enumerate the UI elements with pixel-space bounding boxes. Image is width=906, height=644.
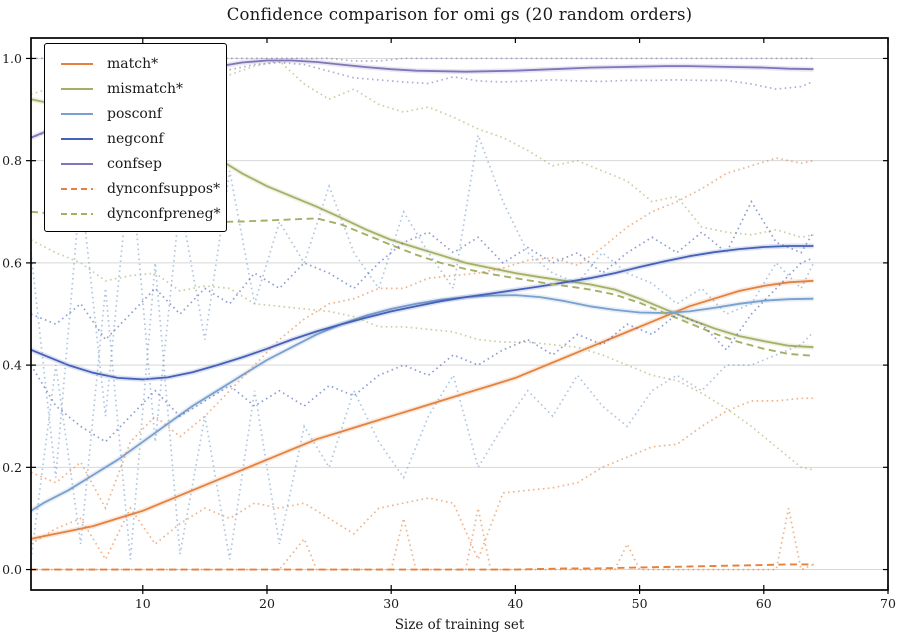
legend-entry-dynconfsuppos: dynconfsuppos*	[45, 176, 226, 201]
legend-label-mismatch: mismatch*	[107, 80, 184, 97]
series-line-dynconfsuppos	[31, 563, 814, 571]
y-tick-label: 0.4	[2, 358, 22, 373]
x-tick-label: 70	[880, 596, 896, 611]
legend-label-confsep: confsep	[107, 155, 162, 172]
legend-label-negconf: negconf	[107, 130, 164, 147]
y-tick-label: 0.0	[2, 562, 22, 577]
y-tick-label: 0.2	[2, 460, 22, 475]
axes-spines	[30, 37, 889, 591]
chart-title: Confidence comparison for omi gs (20 ran…	[226, 5, 693, 24]
legend-swatch-negconf	[61, 137, 93, 140]
x-tick-label: 30	[383, 596, 399, 611]
series-line-dynconfsuppos-bound	[31, 508, 814, 571]
x-tick-label: 50	[632, 596, 648, 611]
x-tick-label: 60	[756, 596, 772, 611]
series-band-posconf-mean	[29, 292, 814, 513]
series-line-negconf-mean	[30, 245, 814, 381]
y-tick-label: 1.0	[2, 51, 22, 66]
legend-label-dynconfsuppos: dynconfsuppos*	[107, 180, 221, 197]
legend-entry-negconf: negconf	[45, 126, 226, 151]
legend-entry-posconf: posconf	[45, 101, 226, 126]
legend-swatch-match	[61, 62, 93, 65]
series-line-match-mean	[30, 279, 814, 540]
legend-label-dynconfpreneg: dynconfpreneg*	[107, 205, 221, 222]
y-tick-label: 0.6	[2, 255, 22, 270]
x-axis-label: Size of training set	[394, 617, 525, 633]
legend-swatch-dynconfsuppos	[61, 187, 93, 190]
y-tick-label: 0.8	[2, 153, 22, 168]
legend: match* mismatch* posconf negconf confsep…	[44, 43, 227, 232]
series-line-negconf-upper	[30, 199, 815, 341]
legend-swatch-mismatch	[61, 87, 93, 90]
x-tick-label: 20	[259, 596, 275, 611]
legend-entry-dynconfpreneg: dynconfpreneg*	[45, 201, 226, 226]
legend-label-posconf: posconf	[107, 105, 163, 122]
legend-swatch-confsep	[61, 162, 93, 165]
x-tick-label: 10	[135, 596, 151, 611]
series-line-match-lower	[30, 397, 814, 562]
legend-swatch-dynconfpreneg	[61, 212, 93, 215]
legend-entry-mismatch: mismatch*	[45, 76, 226, 101]
x-tick-label: 40	[507, 596, 523, 611]
legend-entry-match: match*	[45, 51, 226, 76]
series-line-posconf-lower	[30, 262, 815, 560]
series-line-posconf-mean	[30, 294, 814, 512]
legend-label-match: match*	[107, 55, 159, 72]
series-line-mismatch-lower	[30, 239, 814, 471]
legend-entry-confsep: confsep	[45, 151, 226, 176]
legend-swatch-posconf	[61, 112, 93, 115]
